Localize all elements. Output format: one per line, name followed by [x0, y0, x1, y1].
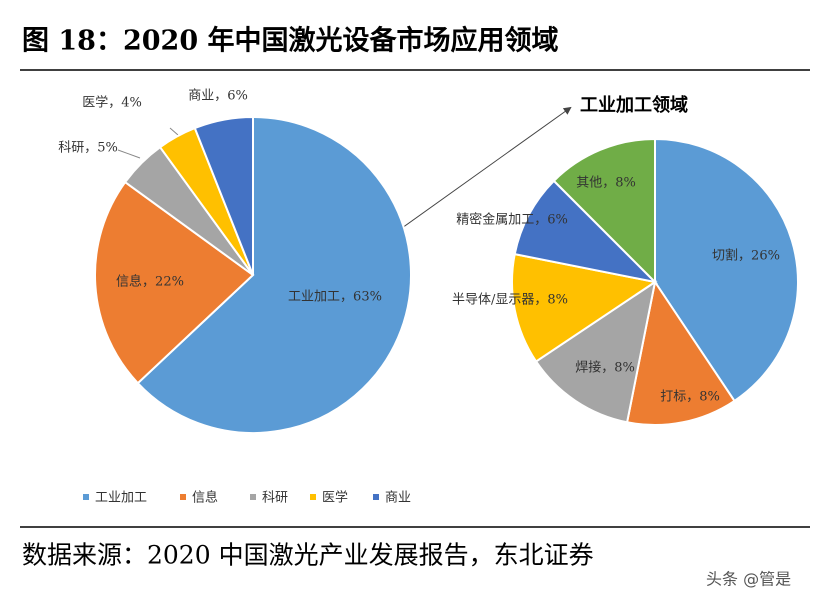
data-label: 精密金属加工，6% — [456, 212, 568, 228]
legend-marker — [180, 494, 186, 500]
legend-label: 工业加工 — [95, 491, 147, 506]
legend-label: 信息 — [192, 490, 218, 506]
legend-label: 医学 — [322, 490, 348, 506]
watermark: 头条 @管是 — [706, 570, 791, 589]
pie-slice — [94, 180, 255, 385]
data-label: 信息，22% — [116, 274, 184, 290]
data-label: 半导体/显示器，8% — [452, 293, 568, 308]
data-label: 医学，4% — [82, 95, 142, 111]
pie-slice — [513, 179, 659, 284]
title: 图 18：2020 年中国激光设备市场应用领域 — [22, 25, 559, 57]
pie-slice — [534, 279, 657, 424]
legend-marker — [83, 494, 89, 500]
pie-slice — [136, 115, 412, 434]
pie-slice — [511, 252, 658, 363]
leader-line — [117, 149, 141, 159]
leader-line — [169, 127, 179, 136]
data-label: 商业，6% — [188, 89, 248, 104]
data-label: 打标，8% — [660, 390, 720, 405]
pie-slice — [552, 137, 656, 285]
data-label: 其他，8% — [576, 176, 636, 191]
data-label: 科研，5% — [58, 141, 118, 156]
legend-marker — [250, 494, 256, 500]
legend-marker — [310, 494, 316, 500]
legend-marker — [373, 494, 379, 500]
legend-label: 科研 — [262, 491, 288, 506]
data-label: 切割，26% — [712, 248, 780, 264]
pie-slice — [193, 115, 254, 276]
source: 数据来源：2020 中国激光产业发展报告，东北证券 — [22, 541, 594, 570]
data-label: 焊接，8% — [575, 360, 635, 376]
legend-label: 商业 — [385, 491, 411, 506]
pie-slice — [625, 279, 736, 426]
data-label: 工业加工，63% — [288, 290, 382, 305]
annotation: 工业加工领域 — [580, 94, 688, 116]
